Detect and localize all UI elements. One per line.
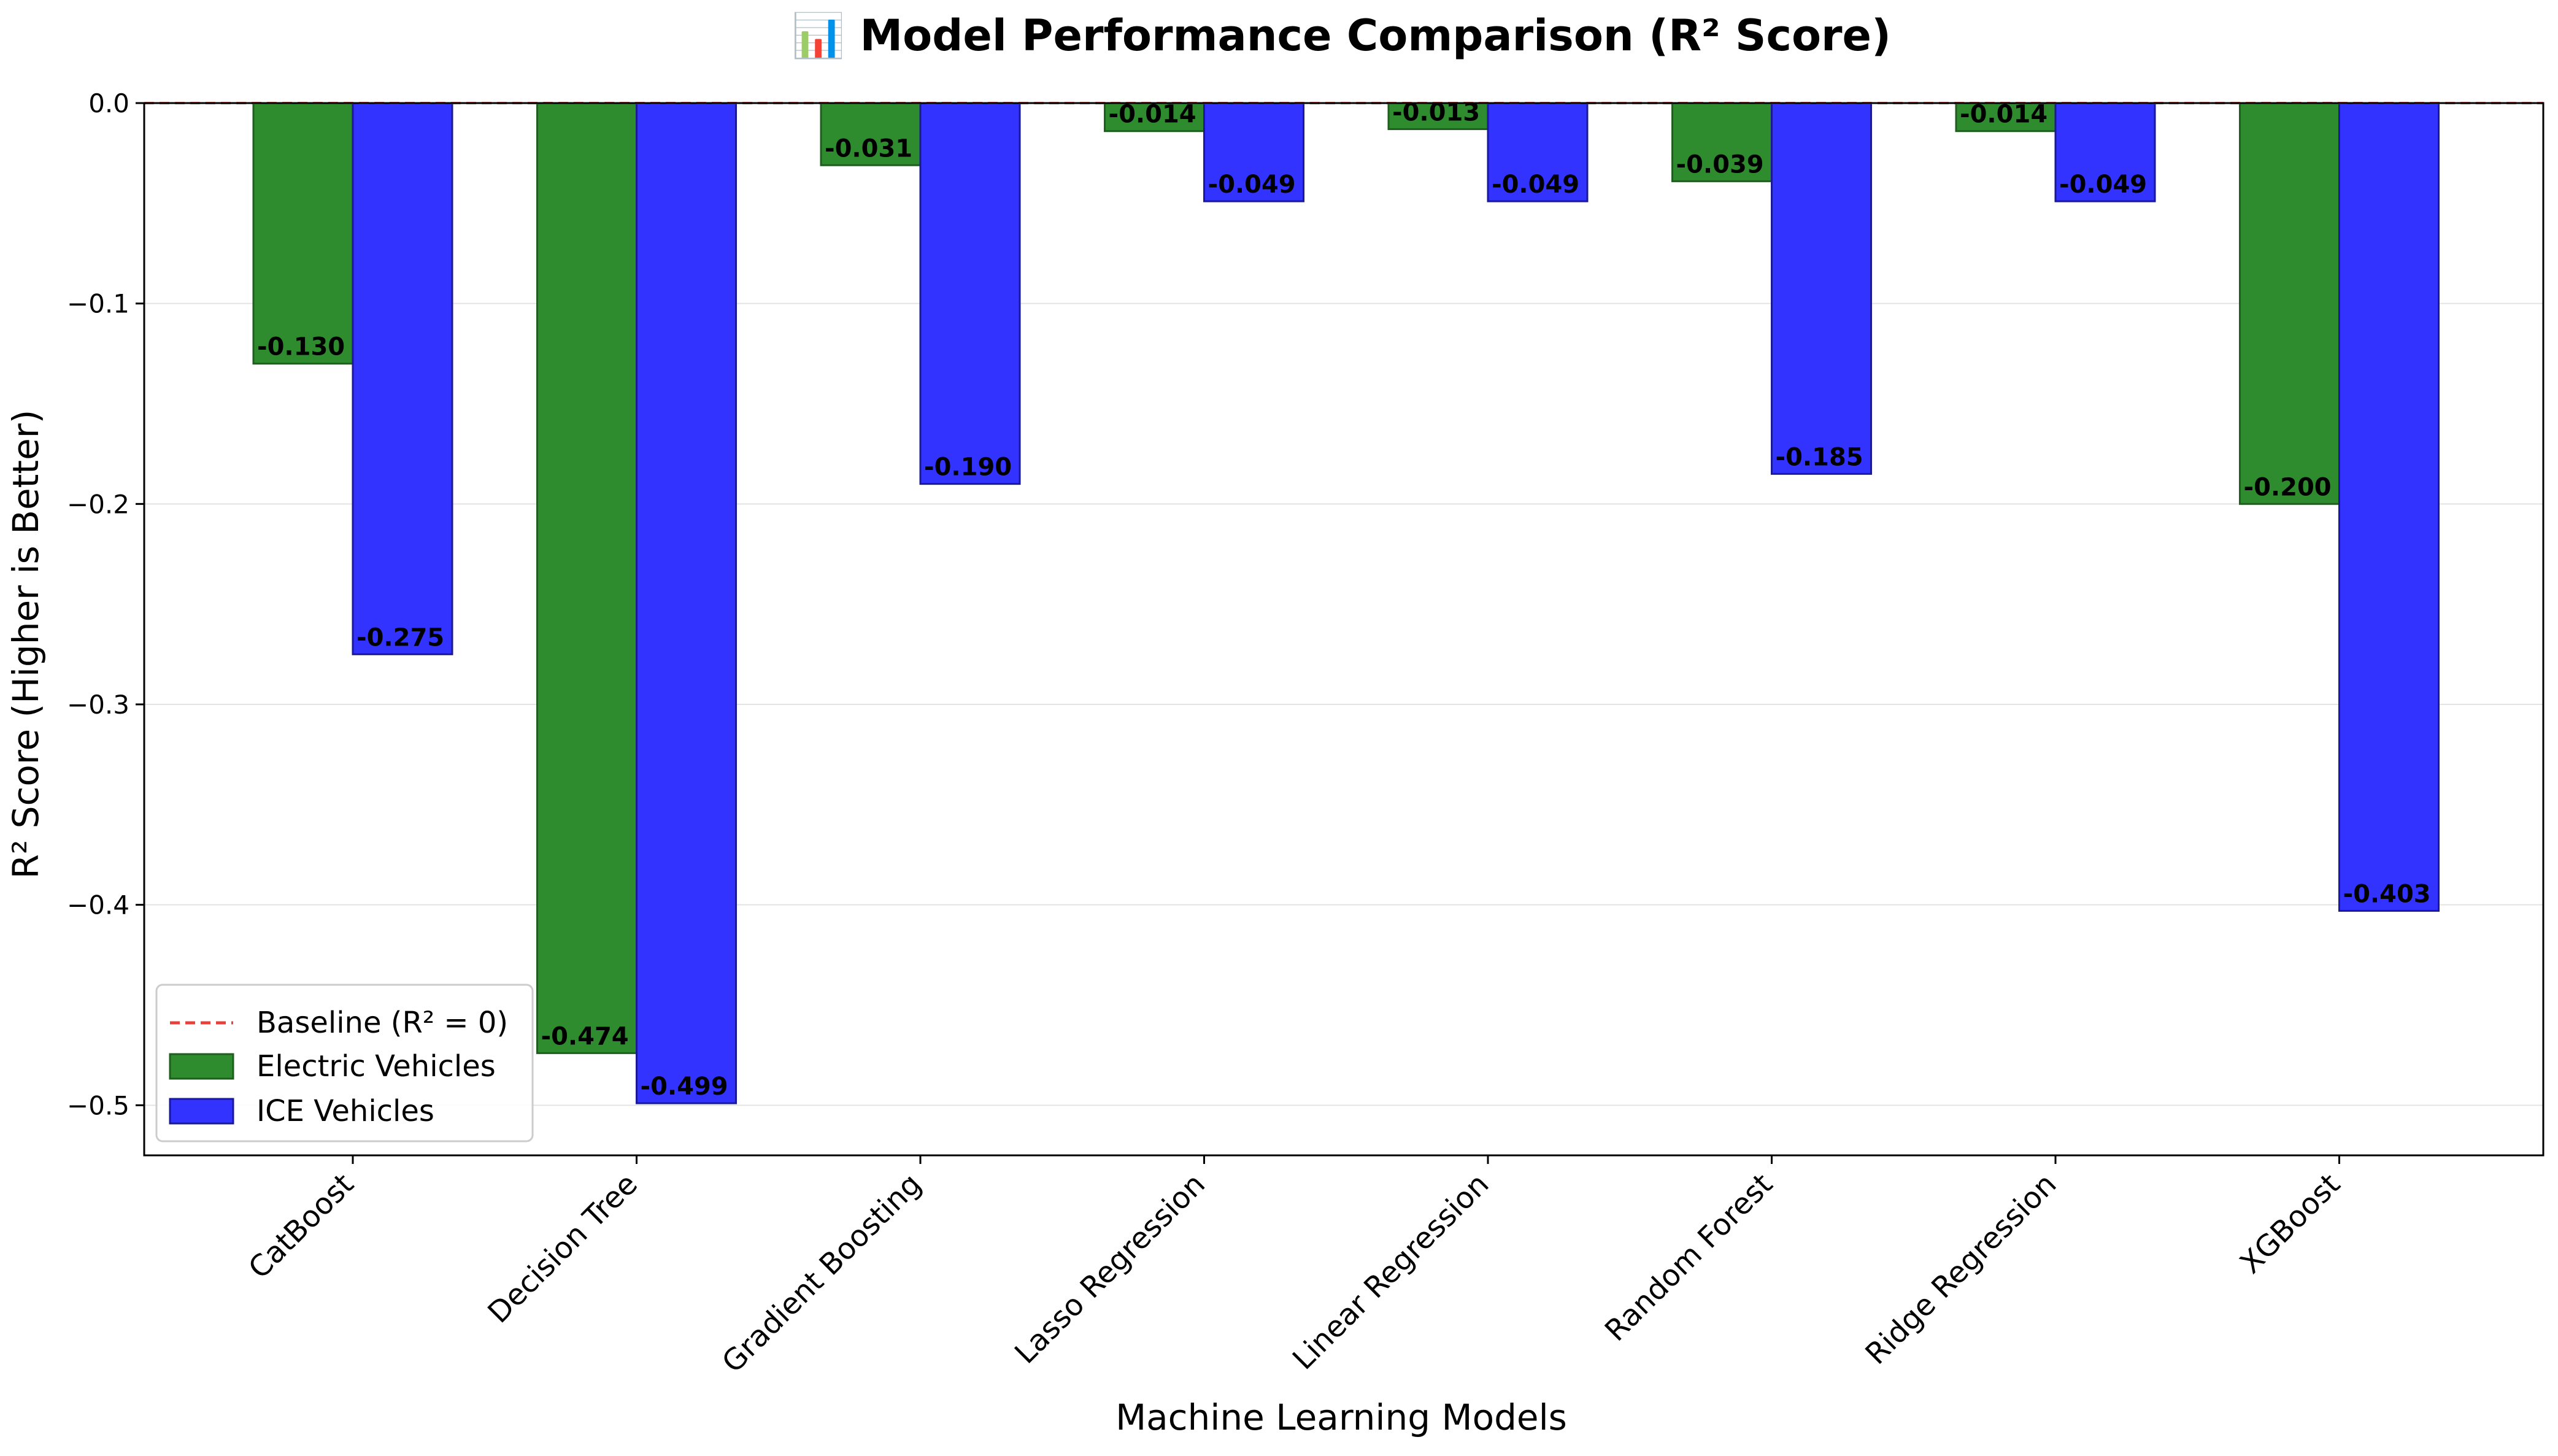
bar-value-label: -0.130 [257, 333, 345, 361]
y-tick-label: −0.3 [67, 690, 129, 720]
x-tick-label: CatBoost [242, 1167, 360, 1285]
x-tick-label: Random Forest [1598, 1167, 1779, 1348]
x-tick-label: XGBoost [2233, 1167, 2347, 1281]
bar-value-label: -0.403 [2343, 880, 2431, 908]
legend: Baseline (R² = 0) Electric Vehicles ICE Ve… [155, 984, 534, 1142]
chart-title: 📊 Model Performance Comparison (R² Score… [792, 10, 1891, 61]
plot-frame [143, 102, 2545, 1157]
bar-value-label: -0.031 [825, 134, 912, 163]
bar-ice [1203, 102, 1304, 202]
data-labels: -0.130 -0.275 -0.474 -0.499 -0.031 -0.190 -0.0… [257, 98, 2431, 1101]
bar-ice [2338, 102, 2440, 912]
y-tick-label: −0.4 [67, 890, 129, 920]
legend-label-ice: ICE Vehicles [256, 1094, 434, 1128]
y-tick-label: −0.5 [67, 1090, 129, 1120]
y-tick-label: −0.2 [67, 489, 129, 519]
bar-value-label: -0.200 [2244, 473, 2332, 501]
x-axis: CatBoost Decision Tree Gradient Boosting La… [242, 1155, 2347, 1379]
bars [252, 102, 2440, 1104]
bar-value-label: -0.014 [1960, 101, 2048, 129]
bar-value-label: -0.190 [924, 453, 1012, 482]
y-tick-label: 0.0 [88, 88, 129, 118]
y-tick-label: −0.1 [67, 289, 129, 319]
bar-ice [1771, 102, 1872, 475]
bar-ice [2054, 102, 2156, 202]
bar-value-label: -0.039 [1676, 150, 1764, 179]
bar-value-label: -0.275 [356, 623, 444, 652]
x-tick-label: Linear Regression [1286, 1167, 1496, 1377]
legend-label-baseline: Baseline (R² = 0) [256, 1006, 508, 1040]
x-tick-label: Decision Tree [481, 1167, 644, 1330]
legend-box [155, 984, 534, 1142]
grid-lines [144, 102, 2543, 1106]
bar-ice [1487, 102, 1589, 202]
bar-ev [2239, 102, 2340, 505]
bar-ice [352, 102, 453, 655]
legend-swatch-ev [169, 1053, 234, 1080]
y-axis-label: R² Score (Higher is Better) [5, 410, 47, 879]
bar-ice [636, 102, 737, 1104]
bar-value-label: -0.049 [2059, 171, 2147, 199]
bar-ice [919, 102, 1021, 485]
bar-value-label: -0.499 [641, 1073, 728, 1101]
x-axis-label: Machine Learning Models [1115, 1396, 1567, 1438]
bar-value-label: -0.014 [1109, 101, 1196, 129]
bar-value-label: -0.049 [1208, 171, 1296, 199]
x-tick-label: Lasso Regression [1008, 1167, 1212, 1371]
legend-swatch-ice [169, 1098, 234, 1125]
bar-ev [820, 102, 922, 166]
bar-ev [252, 102, 354, 365]
y-axis: 0.0 −0.1 −0.2 −0.3 −0.4 −0.5 [67, 88, 144, 1120]
x-tick-label: Ridge Regression [1859, 1167, 2063, 1371]
bar-ev [536, 102, 638, 1054]
bar-value-label: -0.185 [1776, 443, 1863, 471]
legend-label-ev: Electric Vehicles [256, 1049, 496, 1084]
x-tick-label: Gradient Boosting [715, 1167, 928, 1379]
bar-value-label: -0.474 [541, 1022, 629, 1050]
bar-ev [1671, 102, 1773, 182]
bar-value-label: -0.049 [1492, 171, 1579, 199]
